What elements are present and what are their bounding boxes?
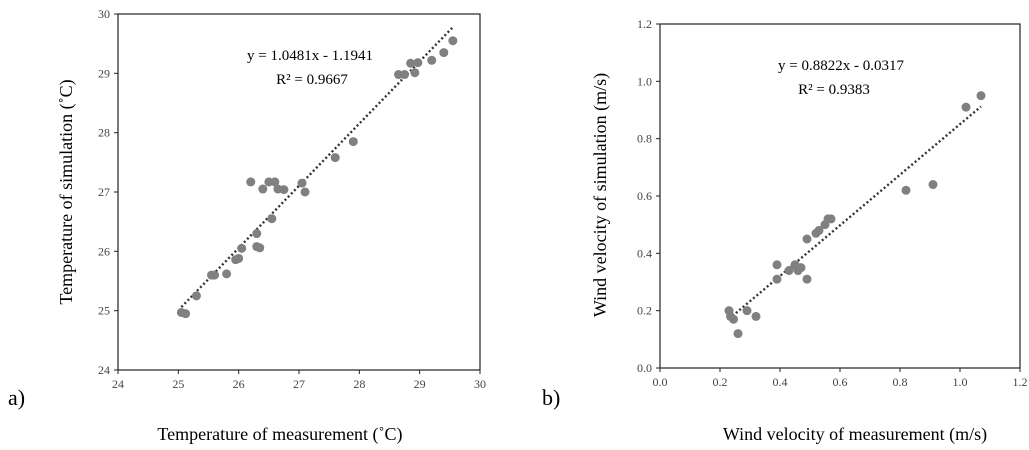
panel-a-temperature: 24 25 26 27 28 29 30 24 25 26 27 28 29 30 Temperature … — [8, 7, 486, 445]
panel-b-wind-velocity: 0.0 0.2 0.4 0.6 0.8 1.0 1.2 0.0 0.2 0.4 0.6 0.8 1.0 1… — [542, 17, 1028, 445]
data-point — [439, 48, 449, 58]
x-tick-label: 0.8 — [893, 375, 908, 389]
data-point — [330, 153, 340, 163]
x-tick-label: 25 — [172, 377, 184, 391]
regression-equation: y = 1.0481x - 1.1941 — [247, 48, 373, 64]
data-point — [300, 187, 310, 197]
x-tick-label: 30 — [474, 377, 486, 391]
x-tick-label: 1.2 — [1013, 375, 1028, 389]
y-tick-label: 29 — [98, 66, 110, 80]
data-point — [406, 58, 416, 68]
panel-label: b) — [542, 385, 560, 410]
data-point — [751, 311, 761, 321]
data-point — [234, 253, 244, 263]
data-point — [928, 180, 938, 190]
x-tick-label: 0.4 — [773, 375, 788, 389]
data-point — [826, 214, 836, 224]
x-tick-label: 27 — [293, 377, 305, 391]
x-tick-label: 0.2 — [713, 375, 728, 389]
data-point — [772, 260, 782, 270]
x-axis-title: Temperature of measurement (˚C) — [157, 424, 402, 445]
data-point — [252, 229, 262, 239]
data-point — [814, 225, 824, 235]
x-tick-label: 28 — [353, 377, 365, 391]
data-point — [348, 137, 358, 147]
x-tick-label: 1.0 — [953, 375, 968, 389]
y-tick-label: 0.8 — [637, 132, 652, 146]
data-point — [237, 243, 247, 253]
x-axis-title: Wind velocity of measurement (m/s) — [723, 424, 987, 445]
plot-frame — [659, 23, 1021, 369]
r-squared-label: R² = 0.9383 — [798, 82, 870, 98]
data-point — [279, 185, 289, 195]
y-tick-label: 0.4 — [637, 246, 652, 260]
y-axis-title: Temperature of simulation (˚C) — [56, 79, 77, 304]
x-tick-label: 0.0 — [653, 375, 668, 389]
y-tick-label: 28 — [98, 126, 110, 140]
y-tick-label: 24 — [98, 363, 110, 377]
data-point — [255, 243, 265, 253]
x-tick-label: 29 — [414, 377, 426, 391]
x-tick-label: 0.6 — [833, 375, 848, 389]
data-point — [427, 55, 437, 65]
data-point — [246, 177, 256, 187]
data-point — [784, 266, 794, 276]
data-point — [742, 306, 752, 316]
data-point — [191, 291, 201, 301]
data-point — [901, 185, 911, 195]
x-tick-label: 26 — [233, 377, 245, 391]
y-tick-label: 0.6 — [637, 189, 652, 203]
regression-equation: y = 0.8822x - 0.0317 — [778, 58, 904, 74]
x-tick-label: 24 — [112, 377, 124, 391]
data-point — [733, 329, 743, 339]
y-tick-label: 0.2 — [637, 304, 652, 318]
data-point — [270, 177, 280, 187]
data-point — [222, 269, 232, 279]
data-point — [796, 263, 806, 273]
data-point — [210, 270, 220, 280]
trendline — [728, 105, 982, 320]
data-point — [448, 36, 458, 46]
plot-frame — [117, 13, 481, 371]
y-tick-label: 1.0 — [637, 74, 652, 88]
y-tick-label: 0.0 — [637, 361, 652, 375]
data-point — [413, 58, 423, 68]
data-point — [267, 214, 277, 224]
y-tick-label: 27 — [98, 185, 110, 199]
y-tick-label: 25 — [98, 304, 110, 318]
data-point — [410, 68, 420, 78]
y-tick-label: 30 — [98, 7, 110, 21]
data-point — [802, 234, 812, 244]
data-point — [400, 70, 410, 80]
data-point — [772, 274, 782, 284]
data-point — [258, 184, 268, 194]
panel-label: a) — [8, 385, 25, 410]
data-point — [181, 309, 191, 319]
y-tick-label: 26 — [98, 244, 110, 258]
data-point — [961, 102, 971, 112]
data-point — [297, 178, 307, 188]
data-point — [729, 314, 738, 324]
data-point — [976, 91, 986, 101]
data-point — [802, 274, 812, 284]
y-tick-label: 1.2 — [637, 17, 652, 31]
y-axis-title: Wind velocity of simulation (m/s) — [590, 73, 611, 317]
r-squared-label: R² = 0.9667 — [276, 72, 348, 88]
